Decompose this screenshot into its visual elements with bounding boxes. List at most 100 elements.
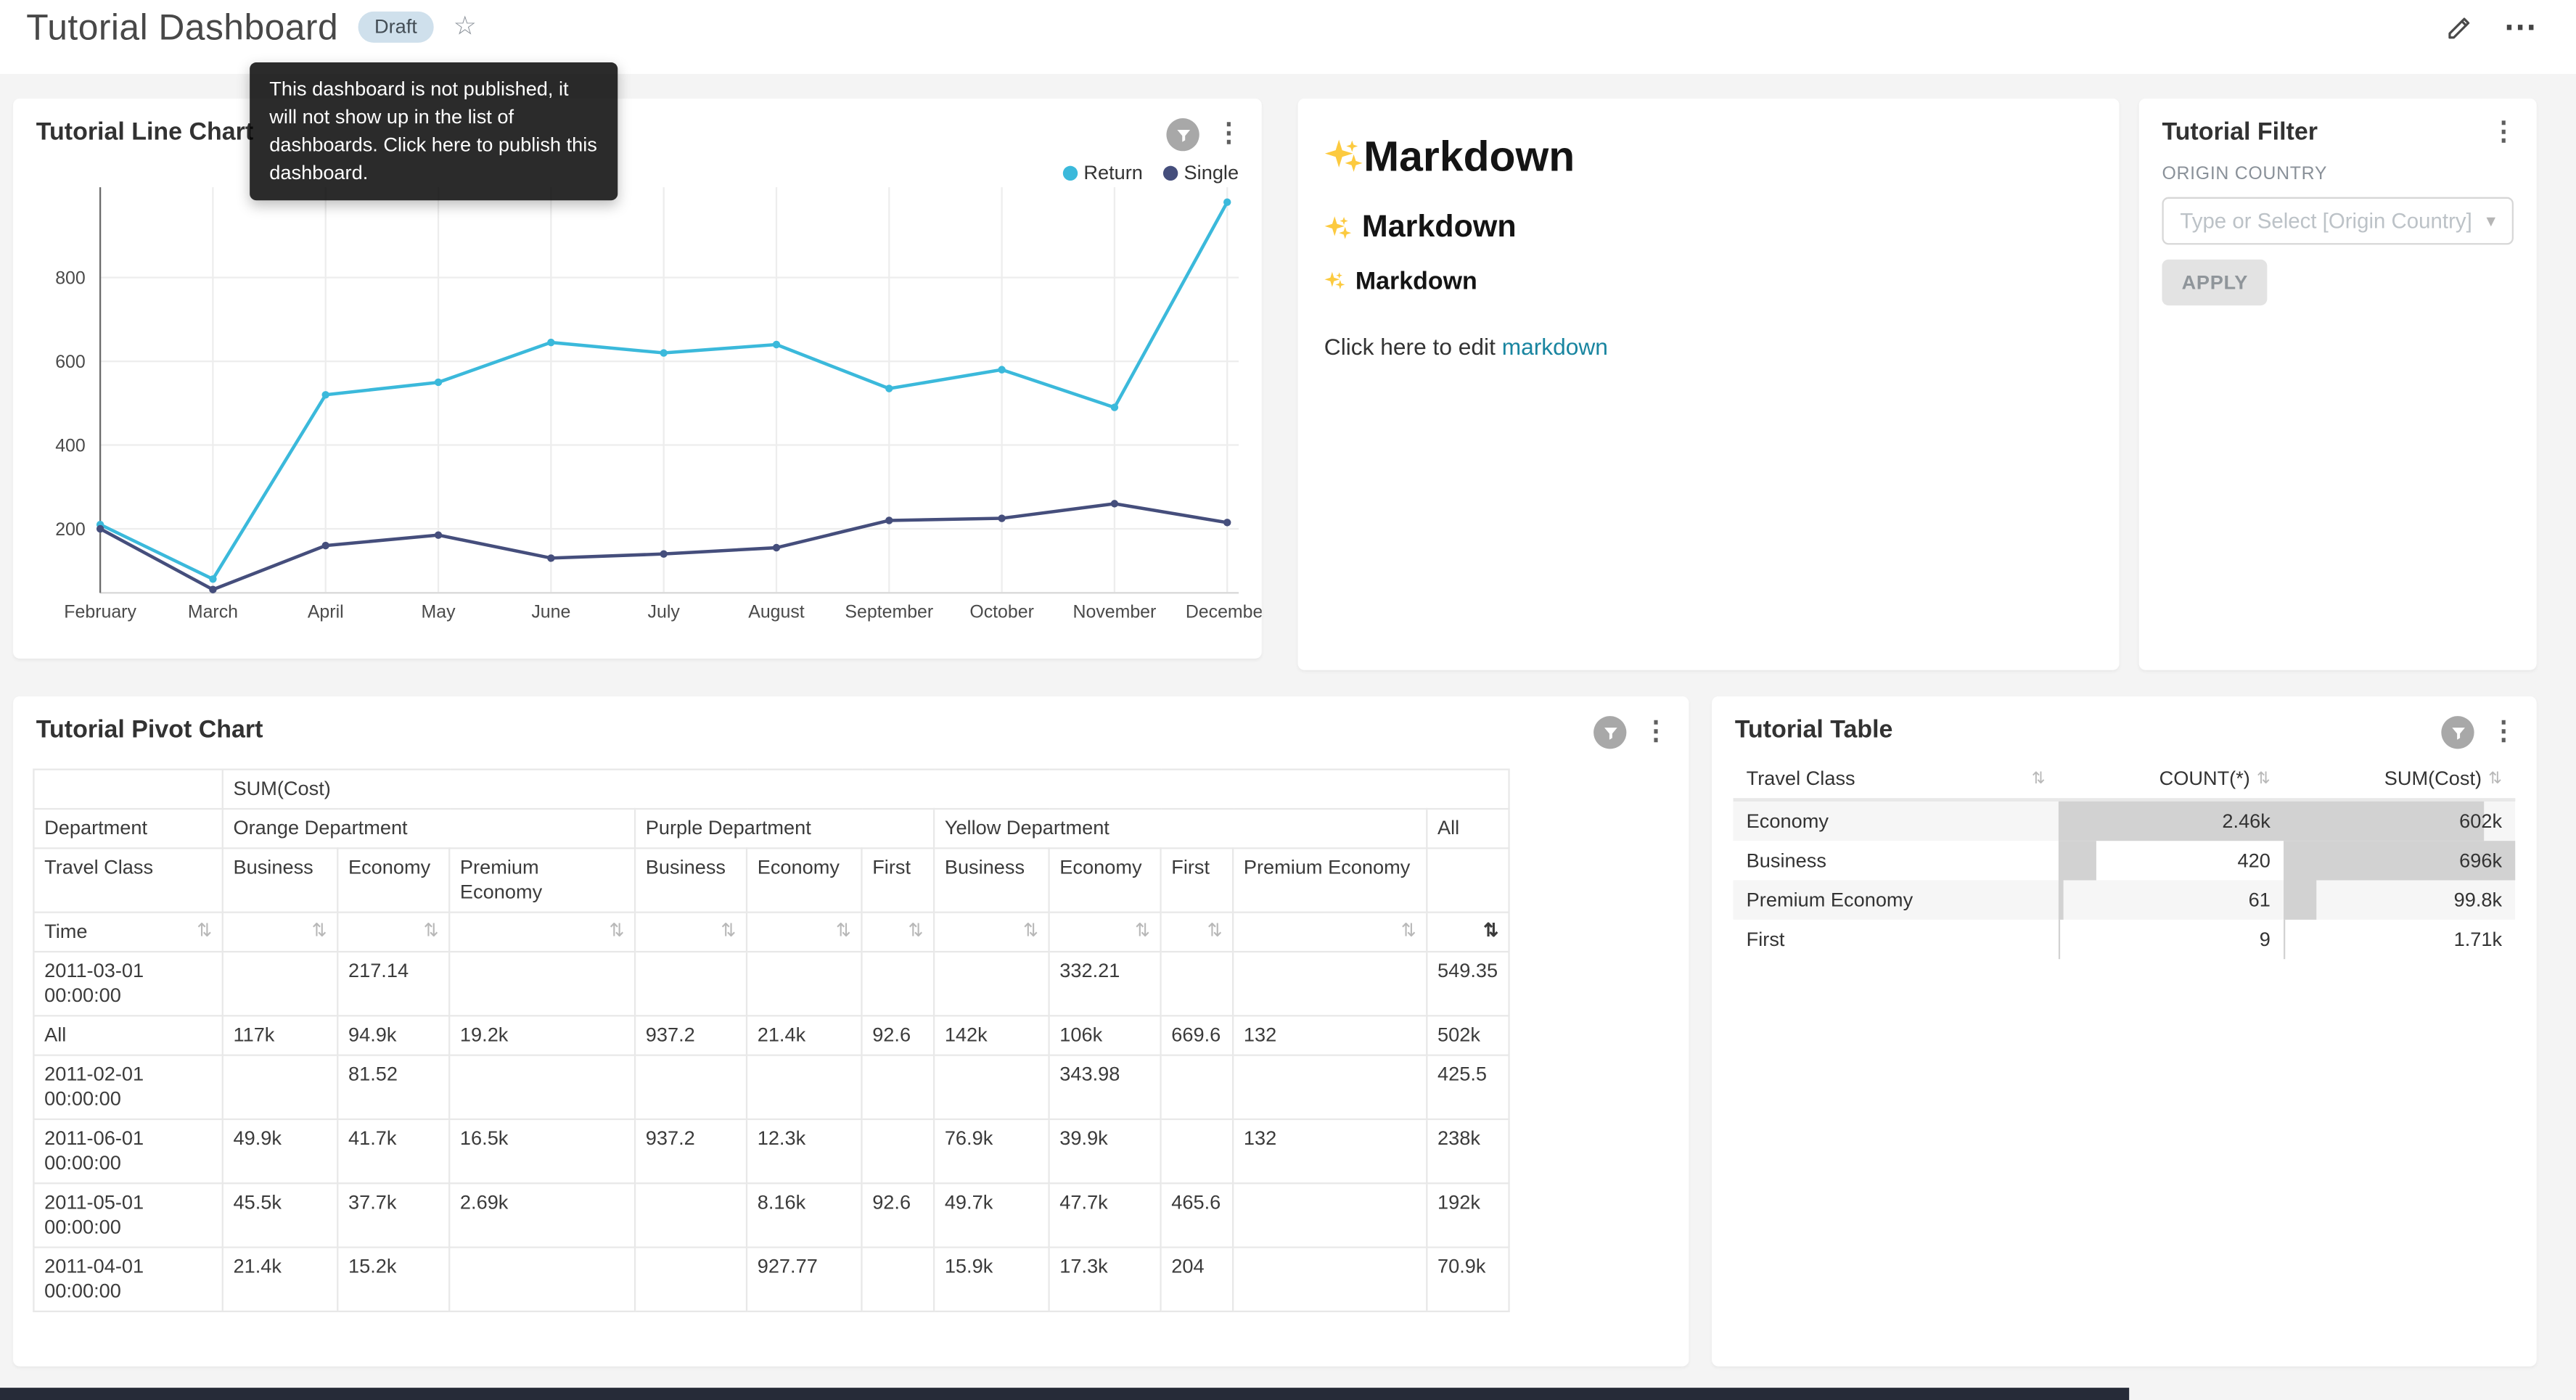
sort-icon[interactable]: ⇅ — [609, 921, 625, 942]
pivot-cell: 70.9k — [1426, 1246, 1511, 1312]
pivot-cell: 49.7k — [932, 1182, 1050, 1248]
pivot-header-cell: Business — [633, 847, 748, 913]
table-cell-travel-class: Economy — [1733, 799, 2059, 841]
sort-icon[interactable]: ⇅ — [2256, 769, 2271, 788]
filter-indicator-icon[interactable] — [1593, 716, 1627, 749]
sort-icon[interactable]: ⇅ — [1207, 921, 1223, 942]
sort-icon[interactable]: ⇅ — [1022, 921, 1038, 942]
sort-icon[interactable]: ⇅ — [1134, 921, 1150, 942]
pivot-cell: 92.6 — [861, 1182, 935, 1248]
sort-icon[interactable]: ⇅ — [1400, 921, 1416, 942]
pivot-cell — [861, 1118, 935, 1185]
markdown-card: Markdown Markdown Markdown — [1297, 98, 2120, 670]
line-chart-plot[interactable]: 200 400 600 800 February March April May June Jul… — [13, 164, 1262, 656]
x-axis-label: April — [308, 601, 344, 622]
sort-icon[interactable]: ⇅ — [2488, 769, 2503, 788]
series-point — [434, 378, 443, 387]
table-cell-travel-class: Premium Economy — [1733, 880, 2059, 920]
filter-indicator-icon[interactable] — [2441, 716, 2474, 749]
series-point — [1110, 500, 1119, 508]
sort-icon[interactable]: ⇅ — [835, 921, 851, 942]
sort-icon[interactable]: ⇅ — [908, 921, 924, 942]
pivot-cell — [448, 1054, 636, 1121]
table-cell-count: 9 — [2058, 919, 2284, 960]
series-point — [547, 338, 555, 347]
pivot-header-cell: ⇅ — [861, 911, 935, 953]
pivot-cell: 2.69k — [448, 1182, 636, 1248]
more-options-icon[interactable]: ⋯ — [2503, 9, 2537, 46]
pivot-row-header: 2011-06-01 00:00:00 — [33, 1118, 223, 1185]
markdown-link[interactable]: markdown — [1501, 333, 1608, 360]
card-header: Tutorial Line Chart ⋮ — [13, 99, 1262, 161]
kebab-menu-icon[interactable]: ⋮ — [2490, 118, 2517, 147]
table-row[interactable]: Business 420 696k — [1734, 841, 2516, 881]
pivot-cell: 12.3k — [745, 1118, 863, 1185]
header-right: ⋯ — [2446, 9, 2537, 46]
caret-down-icon: ▾ — [2486, 212, 2496, 232]
table-cell-count: 61 — [2058, 880, 2284, 920]
filter-indicator-icon[interactable] — [1166, 118, 1199, 152]
series-point — [772, 340, 781, 349]
chart-legend[interactable]: Return Single — [1062, 161, 1239, 184]
pivot-header-cell: First — [1160, 847, 1234, 913]
pivot-cell — [633, 1246, 748, 1312]
table-row[interactable]: Premium Economy 61 99.8k — [1733, 880, 2516, 920]
column-header-travel-class[interactable]: Travel Class ⇅ — [1733, 758, 2059, 802]
markdown-heading-2-text: Markdown — [1361, 210, 1517, 245]
x-axis-label: August — [748, 601, 805, 622]
kebab-menu-icon[interactable]: ⋮ — [1643, 717, 1670, 746]
pivot-row-header: 2011-04-01 00:00:00 — [33, 1246, 223, 1312]
y-axis-label: 800 — [55, 268, 86, 289]
favorite-star-icon[interactable]: ☆ — [453, 12, 477, 41]
header-left: Tutorial Dashboard Draft ☆ — [26, 6, 477, 49]
card-header: Tutorial Filter ⋮ — [2139, 99, 2537, 158]
pivot-cell: 192k — [1426, 1182, 1511, 1248]
chart-title: Tutorial Pivot Chart — [36, 716, 263, 744]
legend-item[interactable]: Return — [1062, 161, 1143, 184]
series-point — [998, 366, 1006, 374]
pivot-header-cell: ⇅ — [1160, 911, 1234, 953]
pivot-cell: 37.7k — [337, 1182, 451, 1248]
legend-item[interactable]: Single — [1162, 161, 1239, 184]
card-header: Tutorial Pivot Chart ⋮ — [13, 696, 1689, 759]
markdown-paragraph-text: Click here to edit — [1324, 333, 1502, 360]
pivot-row-header: 2011-03-01 00:00:00 — [33, 950, 223, 1017]
draft-badge[interactable]: Draft — [358, 11, 434, 43]
pivot-cell — [221, 1054, 339, 1121]
x-axis-label: September — [845, 601, 933, 622]
pivot-row: 2011-05-01 00:00:00 45.5k 37.7k 2.69k 8.16k 9… — [33, 1182, 1511, 1248]
edit-dashboard-icon[interactable] — [2446, 13, 2474, 41]
pivot-cell — [1232, 950, 1428, 1017]
table-cell-sum: 602k — [2284, 799, 2516, 841]
markdown-heading-3: Markdown — [1324, 268, 2093, 296]
markdown-heading-2: Markdown — [1324, 210, 2093, 247]
pivot-cell: 204 — [1160, 1246, 1234, 1312]
filter-card: Tutorial Filter ⋮ ORIGIN COUNTRY Type or… — [2138, 98, 2537, 670]
table-row[interactable]: First 9 1.71k — [1734, 919, 2516, 960]
origin-country-select[interactable]: Type or Select [Origin Country] ▾ — [2162, 197, 2514, 245]
pivot-cell: 39.9k — [1048, 1118, 1162, 1185]
card-icons: ⋮ — [2490, 118, 2516, 148]
column-header-sum[interactable]: SUM(Cost) ⇅ — [2284, 758, 2516, 802]
pivot-cell — [1232, 1182, 1428, 1248]
column-header-count[interactable]: COUNT(*) ⇅ — [2058, 758, 2284, 802]
kebab-menu-icon[interactable]: ⋮ — [1215, 120, 1242, 148]
pivot-cell: 425.5 — [1426, 1054, 1511, 1121]
sort-icon[interactable]: ⇅ — [2031, 769, 2046, 788]
pivot-header-cell: Economy — [745, 847, 863, 913]
sort-icon[interactable]: ⇅ — [423, 921, 439, 942]
filter-body: ORIGIN COUNTRY Type or Select [Origin Co… — [2139, 157, 2537, 312]
pivot-cell: 41.7k — [337, 1118, 451, 1185]
series-point — [1223, 519, 1231, 527]
sort-icon[interactable]: ⇅ — [311, 921, 327, 942]
table-row[interactable]: Economy 2.46k 602k — [1733, 799, 2516, 841]
sort-icon[interactable]: ⇅ — [1483, 921, 1499, 942]
cell-value: 99.8k — [2453, 888, 2503, 912]
table-cell-count: 420 — [2058, 841, 2284, 881]
apply-button[interactable]: APPLY — [2162, 259, 2268, 306]
filter-field-label: ORIGIN COUNTRY — [2162, 164, 2328, 184]
kebab-menu-icon[interactable]: ⋮ — [2490, 717, 2517, 746]
series-point — [1110, 403, 1119, 411]
sort-icon[interactable]: ⇅ — [197, 921, 213, 942]
sort-icon[interactable]: ⇅ — [721, 921, 737, 942]
